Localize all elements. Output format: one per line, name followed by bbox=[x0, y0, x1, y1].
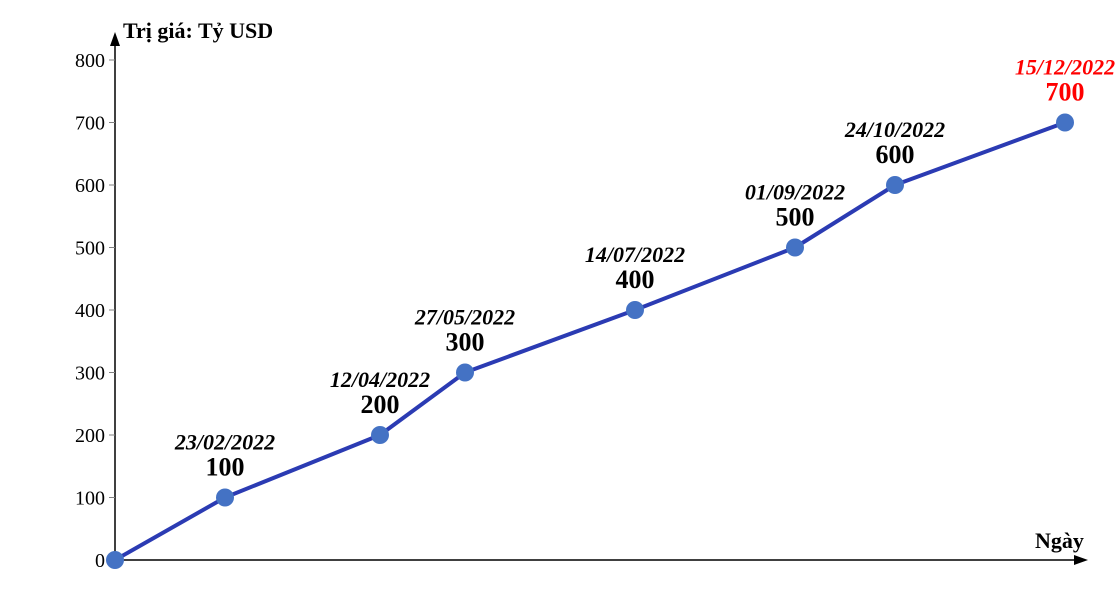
point-value-label: 600 bbox=[876, 140, 915, 169]
data-marker bbox=[626, 301, 644, 319]
point-date-label: 24/10/2022 bbox=[844, 117, 945, 142]
y-tick-label: 700 bbox=[75, 113, 105, 135]
y-tick-label: 800 bbox=[75, 50, 105, 72]
y-tick-label: 600 bbox=[75, 175, 105, 197]
point-date-label: 01/09/2022 bbox=[745, 180, 845, 205]
y-tick-label: 300 bbox=[75, 363, 105, 385]
y-tick-label: 0 bbox=[95, 550, 105, 572]
point-date-label: 23/02/2022 bbox=[174, 430, 275, 455]
data-marker bbox=[371, 426, 389, 444]
chart-svg: 0 100 200 300 400 500 600 700 800 Trị giá: Tỷ USD… bbox=[0, 0, 1116, 612]
point-date-label: 27/05/2022 bbox=[414, 305, 515, 330]
y-tick-label: 200 bbox=[75, 425, 105, 447]
data-marker bbox=[1056, 114, 1074, 132]
data-marker bbox=[456, 364, 474, 382]
x-axis-title: Ngày bbox=[1035, 528, 1084, 553]
point-date-label: 14/07/2022 bbox=[585, 242, 685, 267]
point-date-label: 15/12/2022 bbox=[1015, 55, 1115, 80]
point-value-label: 400 bbox=[616, 265, 655, 294]
point-value-label: 200 bbox=[361, 390, 400, 419]
data-marker bbox=[786, 239, 804, 257]
point-date-label: 12/04/2022 bbox=[330, 367, 430, 392]
data-marker bbox=[216, 489, 234, 507]
point-value-label: 700 bbox=[1046, 78, 1085, 107]
point-value-label: 100 bbox=[206, 453, 245, 482]
point-value-label: 500 bbox=[776, 203, 815, 232]
data-marker bbox=[886, 176, 904, 194]
y-tick-label: 100 bbox=[75, 488, 105, 510]
y-tick-label: 500 bbox=[75, 238, 105, 260]
data-marker bbox=[106, 551, 124, 569]
point-value-label: 300 bbox=[446, 328, 485, 357]
y-axis-title: Trị giá: Tỷ USD bbox=[123, 18, 273, 43]
line-chart: 0 100 200 300 400 500 600 700 800 Trị giá: Tỷ USD… bbox=[0, 0, 1116, 612]
y-tick-label: 400 bbox=[75, 300, 105, 322]
